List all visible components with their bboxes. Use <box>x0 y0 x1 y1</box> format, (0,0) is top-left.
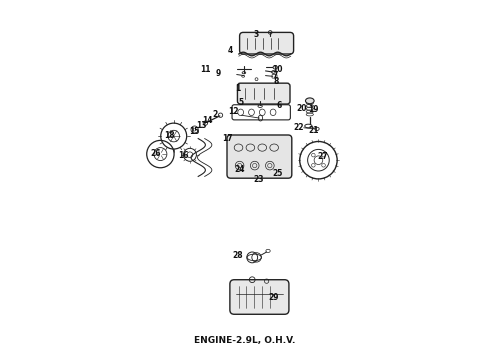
Text: 21: 21 <box>309 126 319 135</box>
Text: 27: 27 <box>317 152 328 161</box>
Text: 24: 24 <box>234 165 245 174</box>
Text: 1: 1 <box>235 84 241 93</box>
Text: 8: 8 <box>273 77 279 86</box>
Text: 16: 16 <box>178 151 189 160</box>
Text: 17: 17 <box>221 134 232 143</box>
FancyBboxPatch shape <box>227 135 292 178</box>
Text: 26: 26 <box>151 149 161 158</box>
Text: 19: 19 <box>308 105 318 114</box>
FancyBboxPatch shape <box>230 280 289 314</box>
Text: 6: 6 <box>276 102 282 110</box>
Text: 20: 20 <box>296 104 307 112</box>
Text: 10: 10 <box>272 65 283 74</box>
Text: 4: 4 <box>228 46 233 55</box>
Text: 22: 22 <box>293 123 303 132</box>
Text: 12: 12 <box>228 107 238 116</box>
Text: 5: 5 <box>239 98 244 107</box>
Text: 23: 23 <box>253 175 264 184</box>
Text: 13: 13 <box>196 122 207 130</box>
Text: 25: 25 <box>272 169 283 178</box>
Text: 3: 3 <box>253 30 258 39</box>
Text: 29: 29 <box>269 292 279 302</box>
Text: 28: 28 <box>232 251 243 260</box>
Text: ENGINE-2.9L, O.H.V.: ENGINE-2.9L, O.H.V. <box>195 336 295 345</box>
Text: 14: 14 <box>202 116 213 125</box>
FancyBboxPatch shape <box>240 32 294 54</box>
FancyBboxPatch shape <box>238 83 290 104</box>
Ellipse shape <box>305 98 314 104</box>
Text: 7: 7 <box>273 71 278 80</box>
Text: 15: 15 <box>190 127 200 136</box>
Text: 9: 9 <box>216 69 220 78</box>
Ellipse shape <box>273 66 277 69</box>
Text: 2: 2 <box>213 109 218 118</box>
Text: 11: 11 <box>200 65 211 74</box>
Text: 18: 18 <box>164 130 175 139</box>
